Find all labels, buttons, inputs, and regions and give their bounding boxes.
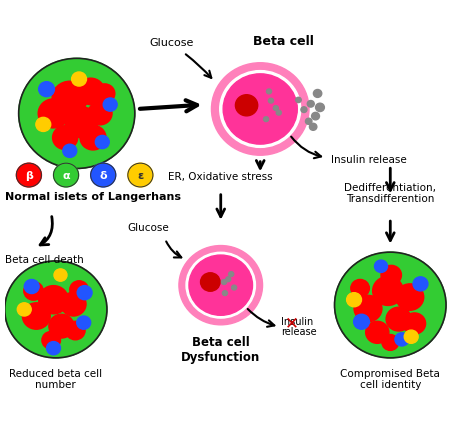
Circle shape <box>91 164 116 187</box>
Circle shape <box>179 246 263 325</box>
Circle shape <box>54 164 79 187</box>
Text: Glucose: Glucose <box>150 38 194 48</box>
Circle shape <box>365 322 389 343</box>
Circle shape <box>301 107 307 113</box>
Text: Beta cell death: Beta cell death <box>5 255 83 265</box>
Circle shape <box>232 285 237 290</box>
Circle shape <box>46 342 61 355</box>
Circle shape <box>403 313 426 334</box>
Circle shape <box>38 100 69 129</box>
Text: Beta cell
Dysfunction: Beta cell Dysfunction <box>181 335 260 363</box>
Circle shape <box>313 90 322 98</box>
Circle shape <box>311 113 319 121</box>
Circle shape <box>373 277 403 306</box>
Circle shape <box>404 330 418 343</box>
Circle shape <box>273 106 278 111</box>
Circle shape <box>17 303 31 316</box>
Circle shape <box>221 280 227 285</box>
Circle shape <box>65 107 98 138</box>
Circle shape <box>264 118 269 122</box>
Circle shape <box>386 308 411 331</box>
Text: ER, Oxidative stress: ER, Oxidative stress <box>168 171 273 181</box>
Circle shape <box>226 277 231 282</box>
Circle shape <box>296 98 301 104</box>
Text: δ: δ <box>100 171 107 181</box>
Circle shape <box>80 126 106 151</box>
Text: Beta cell: Beta cell <box>253 35 314 48</box>
Text: ✕: ✕ <box>285 314 299 332</box>
Circle shape <box>335 253 446 358</box>
Circle shape <box>24 282 43 300</box>
Circle shape <box>52 82 87 115</box>
Circle shape <box>201 273 220 291</box>
Circle shape <box>354 296 382 322</box>
Circle shape <box>39 286 68 314</box>
Circle shape <box>103 99 117 112</box>
Circle shape <box>54 269 67 282</box>
Text: Glucose: Glucose <box>128 223 170 233</box>
Circle shape <box>186 253 255 318</box>
Circle shape <box>413 277 428 291</box>
Text: β: β <box>25 171 33 181</box>
Text: Normal islets of Langerhans: Normal islets of Langerhans <box>5 192 181 202</box>
Circle shape <box>236 95 258 117</box>
Circle shape <box>18 59 135 169</box>
Circle shape <box>36 118 51 132</box>
Circle shape <box>374 260 388 273</box>
Circle shape <box>346 293 362 307</box>
Circle shape <box>65 322 85 340</box>
Circle shape <box>395 333 409 346</box>
Circle shape <box>223 75 297 145</box>
Circle shape <box>72 73 86 87</box>
Text: Reduced beta cell
number: Reduced beta cell number <box>9 368 102 389</box>
Circle shape <box>5 261 107 358</box>
Circle shape <box>94 85 115 104</box>
Circle shape <box>77 286 92 300</box>
Circle shape <box>95 136 109 149</box>
Circle shape <box>88 103 112 126</box>
Circle shape <box>22 303 50 329</box>
Circle shape <box>16 164 41 187</box>
Circle shape <box>222 291 228 296</box>
Text: ε: ε <box>137 171 144 181</box>
Circle shape <box>268 99 273 104</box>
Circle shape <box>61 293 86 316</box>
Circle shape <box>307 101 314 108</box>
Circle shape <box>382 335 399 351</box>
Circle shape <box>63 145 77 158</box>
Circle shape <box>128 164 153 187</box>
Text: Compromised Beta
cell identity: Compromised Beta cell identity <box>340 368 440 389</box>
Circle shape <box>266 90 272 95</box>
Circle shape <box>316 104 324 112</box>
Text: Insulin release: Insulin release <box>331 155 407 165</box>
Circle shape <box>381 266 401 285</box>
Text: α: α <box>62 171 70 181</box>
Circle shape <box>351 280 369 297</box>
Circle shape <box>24 280 39 294</box>
Circle shape <box>70 281 88 299</box>
Text: release: release <box>282 326 317 336</box>
Circle shape <box>49 314 74 338</box>
Circle shape <box>310 124 317 131</box>
Circle shape <box>276 111 281 116</box>
Circle shape <box>220 72 301 148</box>
Circle shape <box>396 284 424 311</box>
Circle shape <box>77 316 91 329</box>
Text: Dedifferentiation,
Transdifferention: Dedifferentiation, Transdifferention <box>344 182 436 204</box>
Circle shape <box>59 100 85 124</box>
Circle shape <box>189 256 253 316</box>
Circle shape <box>42 332 61 349</box>
Circle shape <box>305 119 312 125</box>
Text: Insulin: Insulin <box>282 316 314 326</box>
Circle shape <box>39 83 55 98</box>
Circle shape <box>228 272 234 277</box>
Circle shape <box>53 127 78 150</box>
Circle shape <box>211 63 309 156</box>
Circle shape <box>354 314 369 329</box>
Circle shape <box>77 79 105 105</box>
